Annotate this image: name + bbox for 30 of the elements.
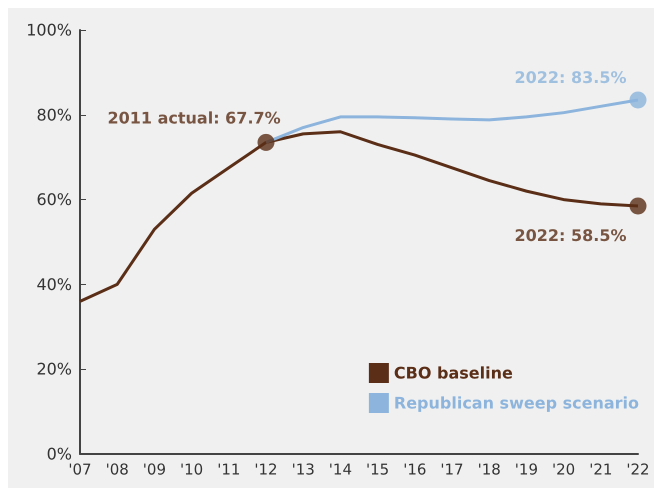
x-tick-label: '14: [328, 460, 352, 478]
annotation: 2022: 83.5%: [514, 68, 627, 87]
annotation: 2011 actual: 67.7%: [108, 108, 281, 128]
y-tick-label: 20%: [36, 360, 72, 379]
x-tick-label: '16: [403, 460, 426, 478]
y-tick-label: 40%: [36, 274, 72, 294]
x-tick-label: '17: [440, 460, 464, 478]
x-tick-label: '18: [478, 460, 501, 478]
x-tick-label: '10: [180, 460, 204, 478]
x-tick-label: '08: [106, 460, 129, 478]
x-tick-label: '21: [589, 460, 612, 478]
x-tick-label: '07: [68, 460, 92, 478]
x-tick-label: '11: [217, 460, 240, 478]
x-tick-label: '13: [292, 460, 315, 478]
x-tick-label: '15: [366, 460, 390, 478]
legend-label: Republican sweep scenario: [394, 394, 640, 412]
x-tick-label: '09: [142, 460, 166, 478]
y-tick-label: 0%: [46, 444, 72, 464]
point: [630, 197, 646, 214]
y-tick-label: 80%: [36, 105, 72, 124]
x-tick-label: '12: [254, 460, 278, 478]
point: [630, 91, 646, 108]
x-tick-label: '22: [626, 460, 650, 478]
x-tick-label: '19: [514, 460, 538, 478]
legend-label: CBO baseline: [394, 364, 513, 382]
y-tick-label: 100%: [26, 20, 72, 40]
y-tick-label: 60%: [36, 190, 72, 210]
x-tick-label: '20: [552, 460, 576, 478]
point: [258, 134, 274, 151]
annotation: 2022: 58.5%: [514, 226, 627, 245]
